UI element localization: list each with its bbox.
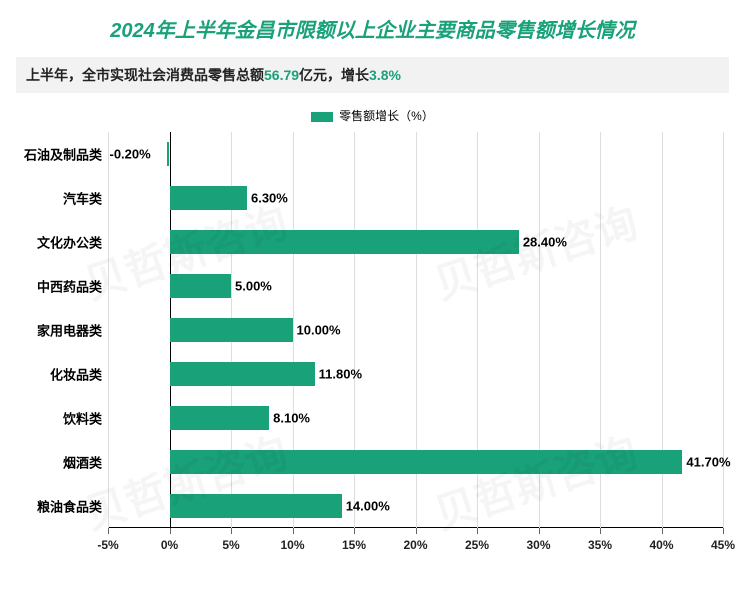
category-label: 中西药品类 bbox=[16, 277, 102, 296]
xtick-label: 20% bbox=[403, 538, 427, 552]
value-label: 10.00% bbox=[297, 323, 341, 338]
xtick-mark bbox=[477, 528, 478, 534]
xtick-mark bbox=[231, 528, 232, 534]
xtick-label: 40% bbox=[649, 538, 673, 552]
bar-row: 汽车类 6.30% bbox=[16, 176, 723, 220]
bar bbox=[170, 274, 232, 298]
bar bbox=[167, 142, 169, 166]
category-label: 化妆品类 bbox=[16, 365, 102, 384]
bar-row: 家用电器类 10.00% bbox=[16, 308, 723, 352]
category-label: 石油及制品类 bbox=[16, 145, 102, 164]
category-label: 粮油食品类 bbox=[16, 497, 102, 516]
bar bbox=[170, 362, 315, 386]
xtick-label: -5% bbox=[97, 538, 118, 552]
subtitle-mid: 亿元，增长 bbox=[299, 67, 369, 83]
xtick-mark bbox=[170, 528, 171, 534]
bar bbox=[170, 450, 683, 474]
category-label: 饮料类 bbox=[16, 409, 102, 428]
subtitle-prefix: 上半年，全市实现社会消费品零售总额 bbox=[26, 67, 264, 83]
value-label: 6.30% bbox=[251, 191, 288, 206]
legend-label: 零售额增长（%） bbox=[339, 109, 434, 123]
xtick-label: 35% bbox=[588, 538, 612, 552]
xtick-label: 25% bbox=[465, 538, 489, 552]
xtick-mark bbox=[416, 528, 417, 534]
category-label: 家用电器类 bbox=[16, 321, 102, 340]
xtick-label: 45% bbox=[711, 538, 735, 552]
category-label: 汽车类 bbox=[16, 189, 102, 208]
legend-swatch bbox=[311, 112, 333, 122]
xtick-mark bbox=[600, 528, 601, 534]
bar-row: 中西药品类 5.00% bbox=[16, 264, 723, 308]
chart-title-text: 2024年上半年金昌市限额以上企业主要商品零售额增长情况 bbox=[110, 20, 635, 42]
value-label: 11.80% bbox=[319, 367, 362, 382]
xtick-label: 5% bbox=[222, 538, 239, 552]
xtick-mark bbox=[662, 528, 663, 534]
bar bbox=[170, 230, 519, 254]
bar-row: 石油及制品类 -0.20% bbox=[16, 132, 723, 176]
xtick-mark bbox=[293, 528, 294, 534]
chart-title: 2024年上半年金昌市限额以上企业主要商品零售额增长情况 bbox=[0, 0, 745, 43]
bar-row: 粮油食品类 14.00% bbox=[16, 484, 723, 528]
category-label: 烟酒类 bbox=[16, 453, 102, 472]
xtick-label: 10% bbox=[280, 538, 304, 552]
chart: -5%0%5%10%15%20%25%30%35%40%45%石油及制品类-0.… bbox=[16, 132, 723, 552]
legend: 零售额增长（%） bbox=[0, 107, 745, 124]
xtick-mark bbox=[723, 528, 724, 534]
value-label: 5.00% bbox=[235, 279, 272, 294]
xtick-label: 0% bbox=[161, 538, 178, 552]
value-label: 28.40% bbox=[523, 235, 567, 250]
xtick-label: 15% bbox=[342, 538, 366, 552]
value-label: 8.10% bbox=[273, 411, 310, 426]
xtick-mark bbox=[108, 528, 109, 534]
subtitle-value-1: 56.79 bbox=[264, 67, 299, 83]
subtitle-value-2: 3.8% bbox=[369, 67, 401, 83]
bar-row: 化妆品类 11.80% bbox=[16, 352, 723, 396]
xtick-label: 30% bbox=[526, 538, 550, 552]
bar-row: 文化办公类 28.40% bbox=[16, 220, 723, 264]
bar bbox=[170, 318, 293, 342]
value-label: -0.20% bbox=[110, 147, 151, 162]
xtick-mark bbox=[354, 528, 355, 534]
subtitle-box: 上半年，全市实现社会消费品零售总额56.79亿元，增长3.8% bbox=[16, 57, 729, 93]
value-label: 14.00% bbox=[346, 499, 390, 514]
bar-row: 烟酒类41.70% bbox=[16, 440, 723, 484]
bar bbox=[170, 186, 247, 210]
category-label: 文化办公类 bbox=[16, 233, 102, 252]
bar-row: 饮料类 8.10% bbox=[16, 396, 723, 440]
bar bbox=[170, 494, 342, 518]
value-label: 41.70% bbox=[686, 455, 730, 470]
plot-area: -5%0%5%10%15%20%25%30%35%40%45%石油及制品类-0.… bbox=[108, 132, 723, 552]
bar bbox=[170, 406, 270, 430]
xtick-mark bbox=[539, 528, 540, 534]
